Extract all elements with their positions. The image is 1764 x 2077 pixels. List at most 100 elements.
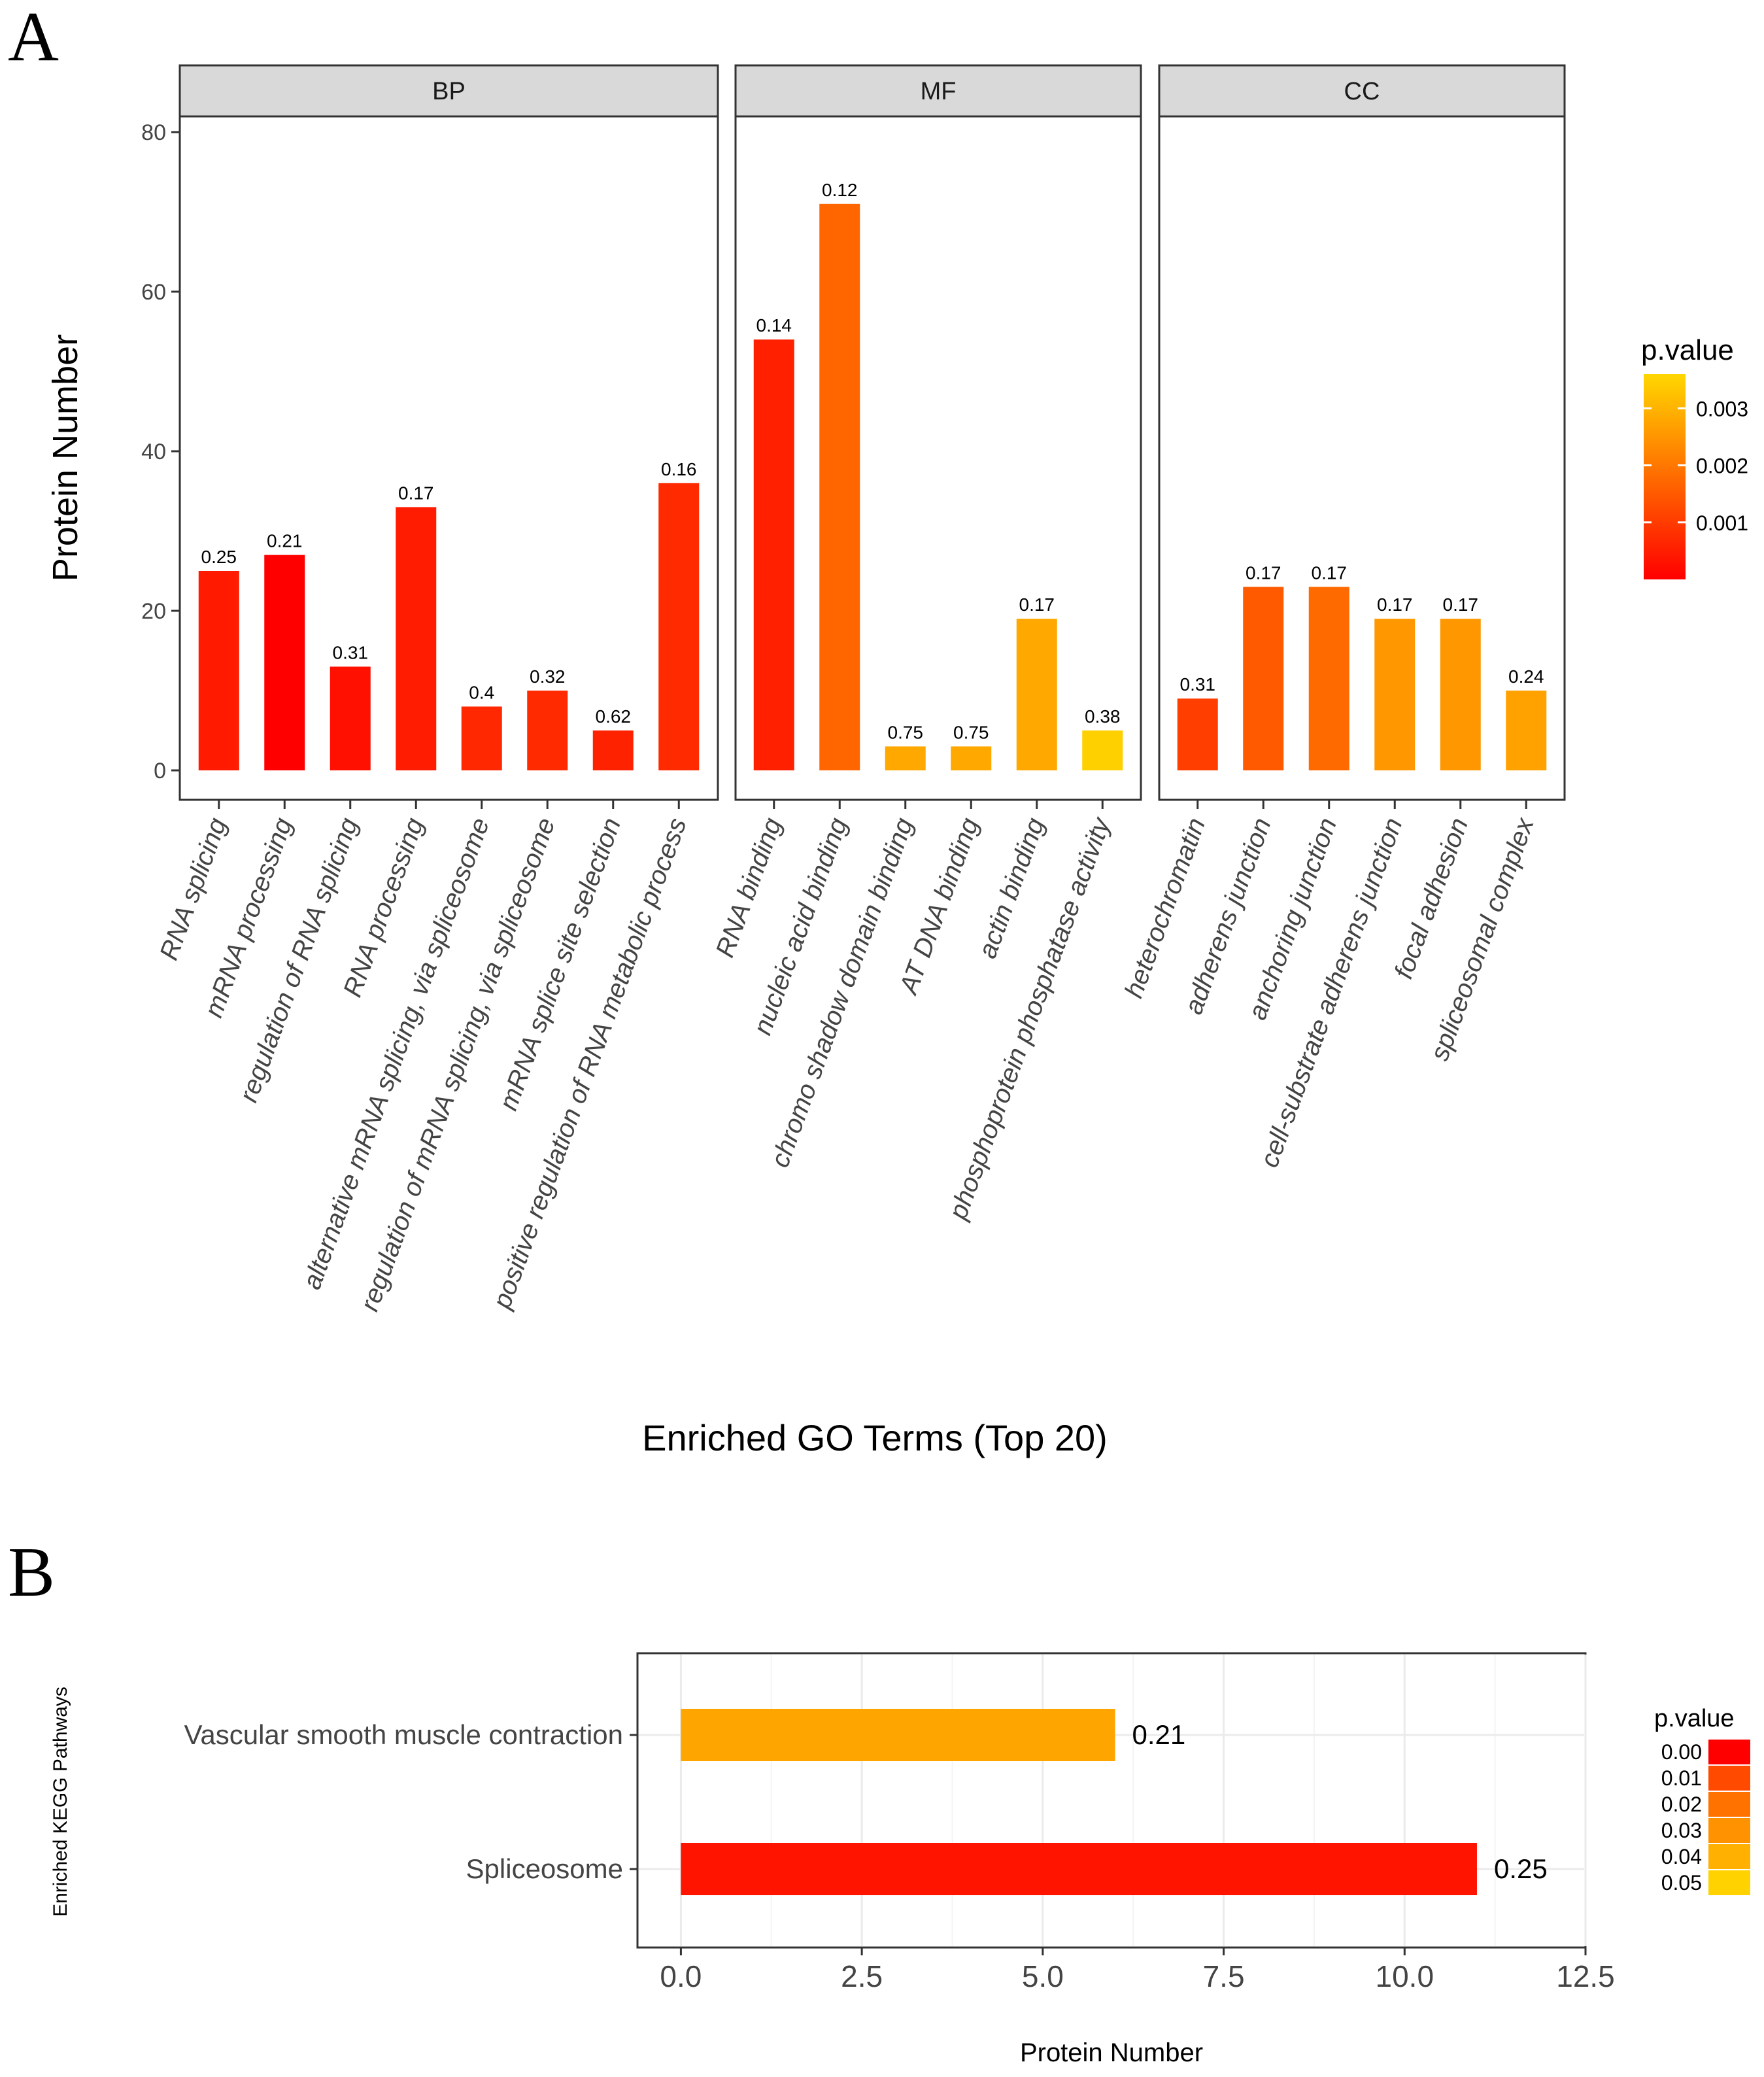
bar — [1243, 587, 1284, 770]
bar — [527, 691, 568, 770]
bar — [681, 1709, 1115, 1761]
legend-b-swatch — [1708, 1818, 1750, 1843]
bar-value-label: 0.62 — [596, 706, 632, 727]
x-tick-label: 5.0 — [1022, 1959, 1064, 1993]
x-tick-label: 10.0 — [1376, 1959, 1434, 1993]
bar-value-label: 0.17 — [1443, 594, 1479, 615]
legend-b-entry-label: 0.00 — [1661, 1740, 1702, 1764]
legend-a-ticks: 0.003 0.002 0.001 — [1644, 397, 1748, 535]
y-tick-label: 60 — [141, 280, 166, 305]
x-tick-label: regulation of RNA splicing — [234, 814, 364, 1106]
legend-b-swatch — [1708, 1844, 1750, 1869]
bar — [264, 555, 305, 770]
panel-b-x-axis-title: Protein Number — [1020, 2038, 1203, 2067]
bar-value-label: 0.38 — [1085, 706, 1121, 727]
x-tick-label: 0.0 — [660, 1959, 702, 1993]
legend-a-tick-label: 0.002 — [1696, 455, 1748, 478]
bar — [658, 483, 700, 770]
legend-b-entry-label: 0.04 — [1661, 1845, 1702, 1868]
bar-value-label: 0.14 — [756, 315, 792, 335]
bar-value-label: 0.17 — [1019, 594, 1055, 615]
bar — [396, 507, 437, 770]
x-tick-label: RNA splicing — [154, 814, 232, 964]
bar — [951, 746, 992, 770]
bar — [885, 746, 926, 770]
x-tick-label: 7.5 — [1203, 1959, 1245, 1993]
legend-a-tick-label: 0.003 — [1696, 397, 1748, 421]
bar-value-label: 0.17 — [1312, 562, 1348, 583]
bar-value-label: 0.31 — [1180, 674, 1216, 695]
facet-plot-border — [178, 115, 719, 801]
y-tick-label: Vascular smooth muscle contraction — [184, 1719, 623, 1750]
legend-b-entry-label: 0.03 — [1661, 1819, 1702, 1842]
bar-value-label: 0.32 — [530, 666, 566, 687]
facet-strip-label: BP — [432, 78, 466, 105]
panel-b-axes: Vascular smooth muscle contraction Splice… — [184, 1719, 1614, 1993]
legend-b-swatch — [1708, 1766, 1750, 1791]
panel-a-label: A — [8, 0, 59, 76]
y-tick-label: 40 — [141, 439, 166, 464]
bar — [330, 666, 371, 770]
bar — [1506, 691, 1547, 770]
y-tick-label: 20 — [141, 599, 166, 624]
legend-b-entry-label: 0.01 — [1661, 1766, 1702, 1790]
facet-strip-label: CC — [1344, 78, 1380, 105]
bar-value-label: 0.75 — [953, 722, 989, 742]
bar — [198, 571, 239, 770]
panel-a-y-axis-title: Protein Number — [46, 334, 85, 581]
legend-b-entry-label: 0.02 — [1661, 1793, 1702, 1816]
panel-a: A Protein Number 0 20 40 60 80 BP 0.25 RNA spl… — [8, 0, 1748, 1458]
bar-value-label: 0.16 — [661, 459, 697, 479]
panel-b-label: B — [8, 1534, 55, 1611]
bar-value-label: 0.12 — [822, 180, 858, 200]
legend-b-entries: 0.000.01 0.02 0.03 0.04 0.05 — [1661, 1740, 1750, 1895]
y-tick-label: 0 — [154, 759, 166, 783]
bar-value-label: 0.31 — [333, 642, 369, 662]
legend-a-tick-label: 0.001 — [1696, 511, 1748, 535]
bar-value-label: 0.25 — [1494, 1853, 1548, 1884]
bar — [753, 339, 794, 770]
legend-a-colorbar — [1644, 374, 1686, 579]
bar-value-label: 0.17 — [398, 483, 434, 503]
x-tick-label: actin binding — [973, 814, 1050, 962]
x-tick-label: 2.5 — [841, 1959, 883, 1993]
bar-value-label: 0.75 — [888, 722, 924, 742]
facet-strip-label: MF — [921, 78, 957, 105]
facet-plot-border — [734, 115, 1142, 801]
panel-b-y-axis-title: Enriched KEGG Pathways — [50, 1687, 71, 1917]
x-tick-label: 12.5 — [1556, 1959, 1615, 1993]
bar — [1177, 698, 1218, 770]
panel-b-bars: 0.21 0.25 — [681, 1709, 1548, 1895]
bar-value-label: 0.24 — [1508, 666, 1544, 687]
facet-strip-cc — [1158, 64, 1566, 118]
y-tick-label: Spliceosome — [466, 1853, 623, 1884]
bar-value-label: 0.17 — [1377, 594, 1413, 615]
panel-a-x-axis-title: Enriched GO Terms (Top 20) — [642, 1417, 1108, 1458]
legend-b-entry-label: 0.05 — [1661, 1871, 1702, 1895]
bar-value-label: 0.4 — [469, 682, 494, 702]
legend-b-title: p.value — [1654, 1705, 1735, 1732]
bar — [819, 203, 860, 770]
panel-a-y-axis: 0 20 40 60 80 — [141, 120, 180, 783]
legend-b-swatch — [1708, 1792, 1750, 1817]
bar — [461, 706, 502, 770]
bar — [1440, 619, 1481, 770]
facet-plot-border — [1158, 115, 1566, 801]
bar — [681, 1843, 1477, 1895]
bar-value-label: 0.17 — [1246, 562, 1281, 583]
bar — [1082, 730, 1123, 770]
x-tick-label: RNA binding — [711, 814, 788, 961]
bar-value-label: 0.21 — [1132, 1719, 1186, 1750]
panel-b-plot-border — [636, 1652, 1587, 1949]
bar — [1016, 619, 1057, 770]
bar — [1374, 619, 1416, 770]
legend-a-title: p.value — [1641, 334, 1734, 366]
bar — [592, 730, 634, 770]
panel-a-legend: p.value 0.003 0.002 0.001 — [1641, 334, 1748, 579]
y-tick-label: 80 — [141, 120, 166, 145]
